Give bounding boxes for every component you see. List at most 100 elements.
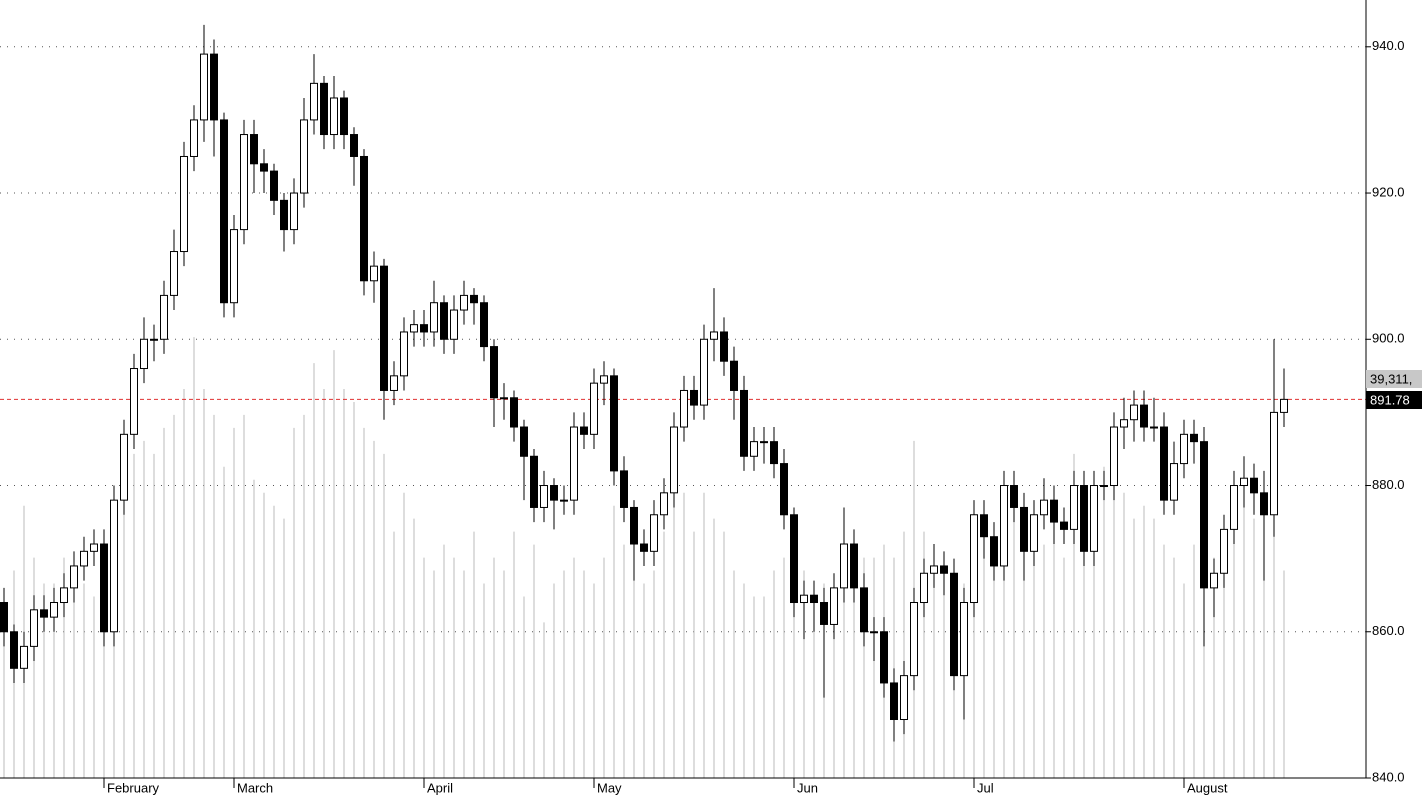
candle-body xyxy=(900,675,908,721)
candle-body xyxy=(550,485,558,501)
candle-body xyxy=(600,375,608,384)
x-tick-label: March xyxy=(237,780,273,795)
y-tick-label: 900.0 xyxy=(1372,331,1405,346)
candle-body xyxy=(60,587,68,604)
candle-body xyxy=(1030,514,1038,552)
x-tick-label: Jul xyxy=(977,780,994,795)
candle-body xyxy=(410,324,418,333)
candle-body xyxy=(440,302,448,340)
candle-body xyxy=(1190,433,1198,443)
candle-body xyxy=(800,594,808,604)
candle-body xyxy=(180,155,188,253)
candle-body xyxy=(630,506,638,545)
volume-label-box xyxy=(1366,370,1422,388)
candle-body xyxy=(240,134,248,231)
x-tick-label: Jun xyxy=(797,780,818,795)
candle-body xyxy=(1060,521,1068,530)
candle-body xyxy=(870,631,878,634)
candle-body xyxy=(500,397,508,400)
candle-body xyxy=(140,338,148,370)
candle-body xyxy=(260,163,268,172)
candle-body xyxy=(430,302,438,333)
candle-body xyxy=(320,82,328,136)
candle-body xyxy=(480,302,488,348)
price-label-box xyxy=(1366,391,1422,409)
y-tick-label: 840.0 xyxy=(1372,769,1405,784)
candle-body xyxy=(700,338,708,406)
candle-body xyxy=(1250,477,1258,494)
candle-body xyxy=(1230,485,1238,530)
price-label: 891.78 xyxy=(1370,392,1410,407)
candle-body xyxy=(220,119,228,304)
candle-body xyxy=(990,536,998,567)
candle-body xyxy=(890,682,898,721)
volume-label: 39,311, xyxy=(1370,371,1412,386)
candle-body xyxy=(670,426,678,494)
candle-body xyxy=(450,309,458,340)
y-tick-label: 940.0 xyxy=(1372,38,1405,53)
candle-body xyxy=(330,97,338,136)
candle-body xyxy=(690,389,698,406)
candle-body xyxy=(710,331,718,340)
candle-body xyxy=(750,441,758,457)
candle-body xyxy=(30,609,38,647)
candle-body xyxy=(1160,426,1168,501)
candle-body xyxy=(560,499,568,502)
candle-body xyxy=(880,631,888,684)
candle-body xyxy=(510,397,518,428)
candle-body xyxy=(930,565,938,574)
candle-body xyxy=(290,192,298,231)
candle-body xyxy=(280,199,288,231)
candle-body xyxy=(850,543,858,589)
candle-body xyxy=(10,631,18,669)
candle-body xyxy=(1200,441,1208,589)
candle-body xyxy=(1010,485,1018,508)
candle-body xyxy=(910,602,918,677)
y-tick-label: 880.0 xyxy=(1372,477,1405,492)
candle-body xyxy=(300,119,308,194)
candle-body xyxy=(1240,477,1248,487)
candle-body xyxy=(780,463,788,516)
candle-body xyxy=(1110,426,1118,487)
candle-body xyxy=(1180,433,1188,465)
candle-body xyxy=(420,324,428,333)
candle-body xyxy=(1260,492,1268,516)
candle-body xyxy=(1020,506,1028,552)
candle-body xyxy=(530,455,538,508)
candle-body xyxy=(90,543,98,552)
candle-body xyxy=(1090,485,1098,552)
candle-body xyxy=(230,229,238,304)
candle-body xyxy=(470,294,478,304)
candle-body xyxy=(920,572,928,604)
candle-body xyxy=(170,251,178,296)
candle-body xyxy=(770,441,778,465)
candle-body xyxy=(190,119,198,157)
candle-body xyxy=(460,294,468,311)
candle-body xyxy=(340,97,348,136)
candle-body xyxy=(1220,528,1228,574)
candle-body xyxy=(950,572,958,677)
candle-body xyxy=(1150,426,1158,429)
candle-body xyxy=(970,514,978,604)
candle-body xyxy=(580,426,588,435)
candle-body xyxy=(590,382,598,435)
candle-body xyxy=(840,543,848,589)
candle-body xyxy=(250,134,258,165)
candle-body xyxy=(130,368,138,435)
candle-body xyxy=(760,441,768,444)
candle-body xyxy=(50,602,58,618)
candle-body xyxy=(360,155,368,282)
candle-body xyxy=(830,587,838,625)
candle-body xyxy=(100,543,108,633)
candle-body xyxy=(1120,419,1128,428)
candle-body xyxy=(1070,485,1078,530)
candle-body xyxy=(820,602,828,625)
candle-body xyxy=(940,565,948,574)
candle-body xyxy=(980,514,988,538)
candle-body xyxy=(810,594,818,604)
y-tick-label: 920.0 xyxy=(1372,184,1405,199)
candle-body xyxy=(1040,499,1048,516)
candle-body xyxy=(380,265,388,391)
candle-body xyxy=(270,170,278,201)
